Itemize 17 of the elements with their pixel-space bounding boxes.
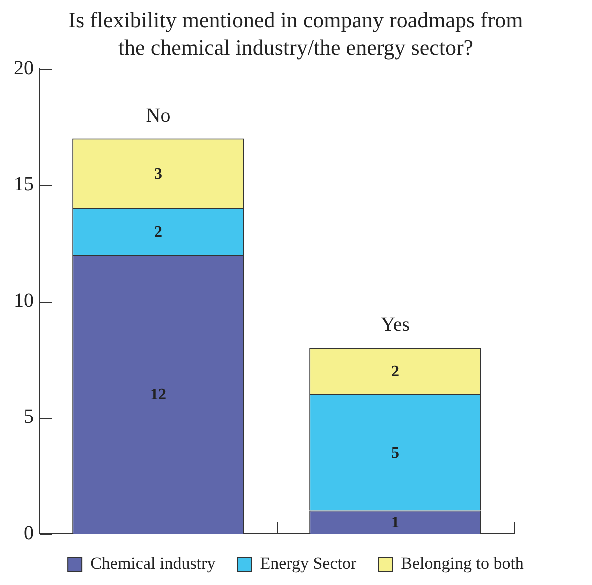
legend-label: Energy Sector [260, 554, 357, 573]
y-tick-label: 15 [14, 174, 34, 196]
data-label: 5 [392, 444, 400, 462]
data-label: 2 [392, 363, 400, 380]
y-tick-label: 20 [14, 57, 34, 80]
y-tick-label: 0 [24, 522, 34, 544]
y-tick-label: 10 [14, 290, 34, 312]
data-label: 1 [392, 514, 400, 532]
y-tick-label: 5 [24, 406, 34, 428]
x-tick-label: No [146, 104, 171, 127]
data-label: 3 [154, 166, 162, 183]
x-tick-label: Yes [380, 314, 410, 336]
chart-title: Is flexibility mentioned in company roadmaps from the chemical industry/the energy sector? [68, 8, 524, 60]
legend-label: Belonging to both [401, 554, 524, 573]
data-label: 12 [150, 386, 166, 404]
data-label: 2 [154, 224, 162, 241]
legend-label: Chemical industry [90, 554, 216, 573]
